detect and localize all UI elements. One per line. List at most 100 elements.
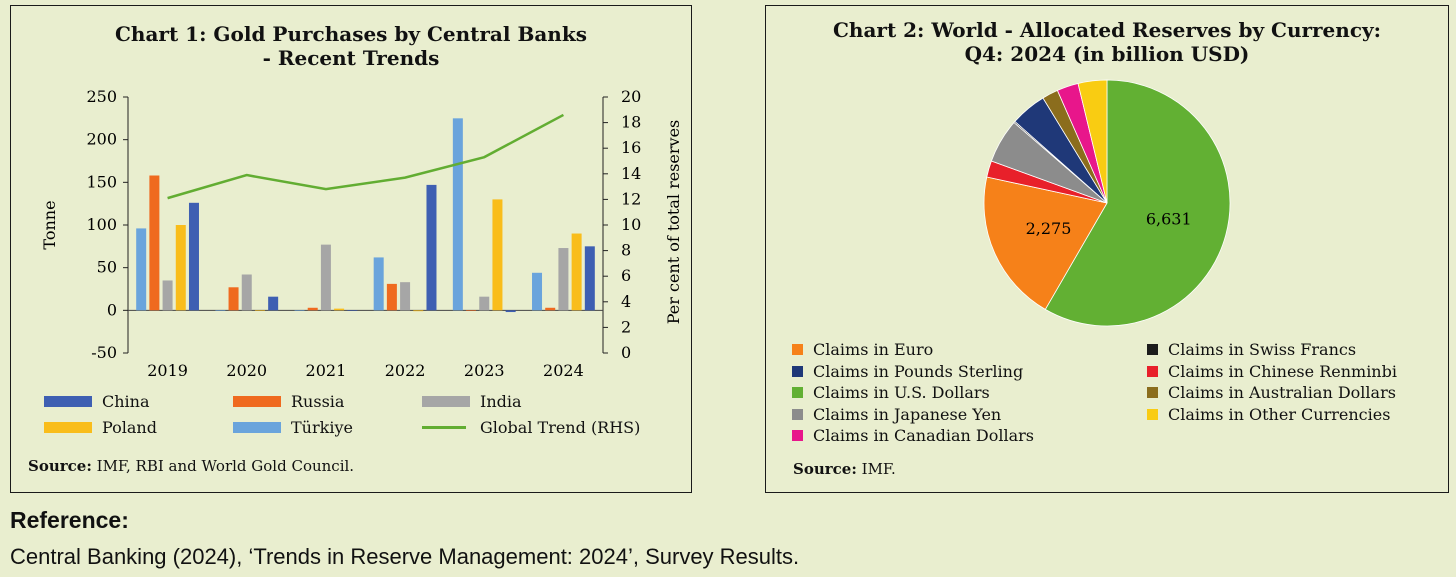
bar-t-rkiye-2023 [452,118,463,311]
bar-poland-2019 [175,225,186,311]
chart2-legend-item-claims-in-swiss-francs: Claims in Swiss Francs [1147,340,1356,359]
chart2-pie: 6,631 2,275 [983,79,1231,327]
chart2-legend-label: Claims in Other Currencies [1168,404,1391,424]
chart1-legend-swatch [44,396,92,407]
chart2-legend-label: Claims in Pounds Sterling [813,361,1024,381]
chart2-legend-item-claims-in-australian-dollars: Claims in Australian Dollars [1147,383,1396,402]
chart2-legend-item-claims-in-pounds-sterling: Claims in Pounds Sterling [792,362,1023,381]
chart1-xtick-label: 2024 [543,361,584,380]
chart2-legend-item-claims-in-canadian-dollars: Claims in Canadian Dollars [792,426,1034,445]
bar-india-2021 [320,244,331,311]
chart1-source-label: Source: [28,457,92,475]
chart1-legend-label: Russia [291,392,345,411]
chart1-y2tick-label: 10 [621,215,641,234]
bar-poland-2023 [492,199,503,311]
chart1-xtick-label: 2020 [226,361,267,380]
chart2-legend-label: Claims in Euro [813,340,934,359]
chart2-legend-label: Claims in Chinese Renminbi [1168,361,1397,381]
bar-india-2019 [162,280,173,311]
chart1-xtick-label: 2023 [464,361,505,380]
bar-russia-2021 [307,307,318,311]
chart2-title-line1: Chart 2: World - Allocated Reserves by C… [832,18,1382,42]
chart1-legend-item-russia: Russia [233,392,344,411]
chart2-legend-label: Claims in Canadian Dollars [813,426,1034,445]
reference-text: Central Banking (2024), ‘Trends in Reser… [10,544,800,569]
chart2-legend-swatch [792,344,803,355]
chart2-legend-swatch [1147,408,1158,420]
chart2-legend-label: Claims in Japanese Yen [813,404,1002,424]
pie-slice-claims-in-other-currencies [1077,79,1108,204]
chart1-legend-swatch [422,396,470,407]
chart2-legend-item-claims-in-euro: Claims in Euro [792,340,933,359]
chart1-y2tick-label: 12 [621,189,641,208]
chart2-legend: Claims in Euro Claims in Pounds Sterling C… [766,340,1446,450]
chart1-legend-item-t-rkiye: Türkiye [233,418,353,437]
chart1-legend-label: Global Trend (RHS) [480,418,641,437]
chart2-source-label: Source: [793,460,857,478]
chart1-y2tick-label: 14 [621,164,641,183]
bar-poland-2020 [254,310,265,311]
pie-slice-claims-in-u-s-dollars [1044,79,1231,327]
chart1-plot: 250200150100500-5020181614121086420Tonne… [40,87,683,380]
chart2-legend-item-claims-in-japanese-yen: Claims in Japanese Yen [792,405,1001,424]
chart2-legend-label: Claims in Swiss Francs [1168,340,1357,359]
chart1-y2tick-label: 20 [621,87,641,106]
chart1-legend: China Russia India Poland Türkiye Global Tren… [11,392,691,444]
chart1-y2tick-label: 16 [621,138,641,157]
chart1-ytick-label: 200 [86,130,117,149]
chart1-title-line2: - Recent Trends [262,46,440,70]
chart1-legend-label: Poland [102,418,157,437]
chart2-legend-swatch [1147,365,1158,377]
bar-china-2020 [268,296,279,311]
chart1-xtick-label: 2019 [147,361,188,380]
bar-russia-2020 [228,287,239,311]
chart1-ytick-label: 100 [86,215,117,234]
chart1-y2tick-label: 2 [621,317,631,336]
chart1-xtick-label: 2021 [306,361,347,380]
bar-t-rkiye-2024 [532,272,543,311]
bar-china-2022 [426,184,437,311]
chart1-y2label: Per cent of total reserves [664,120,683,325]
chart1-y2tick-label: 8 [621,241,631,260]
chart2-title-line2: Q4: 2024 (in billion USD) [964,42,1250,66]
pie-slice-claims-in-euro [983,176,1108,310]
bar-india-2020 [241,274,252,311]
chart1-source-text: IMF, RBI and World Gold Council. [91,457,355,475]
chart1-ylabel: Tonne [40,200,59,249]
bar-poland-2022 [413,310,424,312]
chart1-ytick-label: 0 [107,300,117,319]
bar-india-2023 [479,296,490,311]
chart1-legend-swatch [44,422,92,433]
chart1-title-line1: Chart 1: Gold Purchases by Central Banks [115,22,587,46]
chart2-source-text: IMF. [856,460,896,478]
chart1-legend-label: Türkiye [291,418,353,437]
chart1-legend-item-china: China [44,392,150,411]
bar-china-2023 [505,310,516,313]
chart1-ytick-label: 50 [97,258,117,277]
pie-label-claims-in-euro: 2,275 [1026,219,1072,238]
chart1-global-trend-line [167,113,565,200]
bar-t-rkiye-2022 [373,257,384,311]
chart1-y2tick-label: 4 [621,292,631,311]
bar-russia-2024 [545,307,556,311]
chart1-y2tick-label: 6 [621,266,631,285]
bar-t-rkiye-2021 [294,310,305,311]
chart2-legend-label: Claims in Australian Dollars [1168,383,1396,402]
bar-india-2022 [400,282,411,311]
chart1-legend-swatch [233,396,281,407]
bar-t-rkiye-2019 [136,228,147,311]
bar-poland-2021 [334,308,345,311]
bar-china-2024 [584,246,595,311]
chart1-ytick-label: 250 [86,87,117,106]
bar-russia-2019 [149,175,160,311]
chart2-legend-swatch [1147,387,1158,398]
chart2-legend-item-claims-in-other-currencies: Claims in Other Currencies [1147,405,1390,424]
chart2-legend-label: Claims in U.S. Dollars [813,383,990,402]
chart1-y2tick-label: 0 [621,343,631,362]
chart1-panel: Chart 1: Gold Purchases by Central Banks… [10,5,692,493]
chart1-source: Source: IMF, RBI and World Gold Council. [28,457,354,475]
chart1-title: Chart 1: Gold Purchases by Central Banks… [11,22,691,70]
chart1-legend-label: India [480,392,522,411]
chart2-legend-swatch [792,430,803,441]
bar-china-2021 [347,310,358,311]
